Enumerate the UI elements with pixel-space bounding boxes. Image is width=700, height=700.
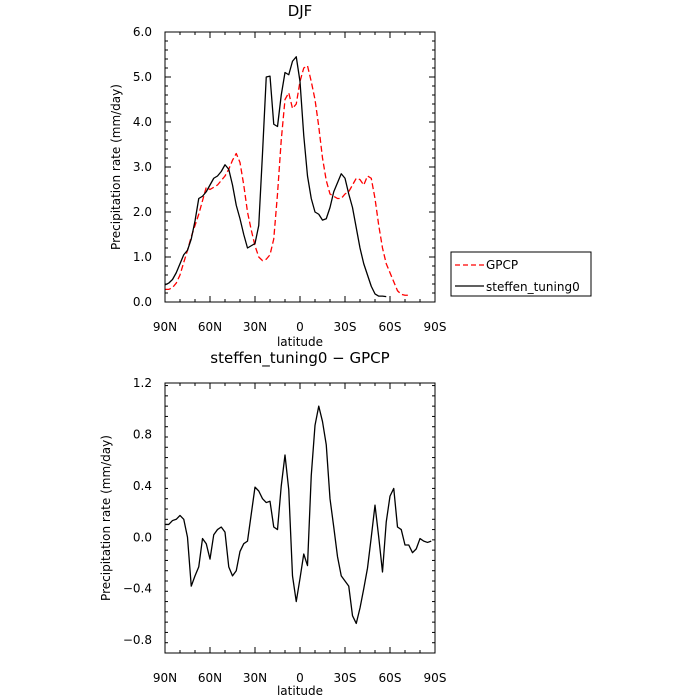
y-axis-label-bottom: Precipitation rate (mm/day) <box>99 435 113 601</box>
plot-frame-top <box>164 31 436 303</box>
series-line-steffen-tuning0 <box>164 56 387 298</box>
x-tick-label: 30S <box>334 320 357 334</box>
y-tick-label: 1.0 <box>133 250 152 264</box>
y-tick-label: 5.0 <box>133 70 152 84</box>
legend-box <box>450 251 592 297</box>
series-line-difference <box>165 405 432 625</box>
x-tick-label: 60S <box>379 671 402 685</box>
y-tick-label: 0.0 <box>133 295 152 309</box>
x-ticks-bottom: 90N 60N 30N 0 30S 60S 90S <box>153 383 447 685</box>
panel-bottom: steffen_tuning0 − GPCP −0.8 −0.4 0.0 0.4 0.8… <box>99 349 446 698</box>
chart-title-top: DJF <box>288 2 313 20</box>
x-tick-label: 0 <box>296 671 304 685</box>
y-ticks-bottom: −0.8 −0.4 0.0 0.4 0.8 1.2 <box>123 376 435 654</box>
y-tick-label: 1.2 <box>133 376 152 390</box>
y-tick-label: 0.8 <box>133 427 152 441</box>
y-tick-label: 3.0 <box>133 160 152 174</box>
x-tick-label: 60N <box>198 671 222 685</box>
y-tick-label: −0.8 <box>123 633 152 647</box>
y-ticks-top: 0.0 1.0 2.0 3.0 4.0 5.0 6.0 <box>133 25 435 309</box>
x-tick-label: 60N <box>198 320 222 334</box>
x-tick-label: 30N <box>243 320 267 334</box>
x-tick-label: 0 <box>296 320 304 334</box>
y-axis-label-top: Precipitation rate (mm/day) <box>109 84 123 250</box>
y-tick-label: 0.4 <box>133 479 152 493</box>
x-tick-label: 60S <box>379 320 402 334</box>
legend: GPCP steffen_tuning0 <box>450 251 592 297</box>
y-tick-label: −0.4 <box>123 582 152 596</box>
y-tick-label: 4.0 <box>133 115 152 129</box>
series-layer-top <box>164 56 409 298</box>
x-tick-label: 90S <box>424 320 447 334</box>
series-layer-bottom <box>165 405 432 625</box>
series-line-gpcp <box>165 65 409 296</box>
x-tick-label: 30N <box>243 671 267 685</box>
x-axis-label-top: latitude <box>277 335 323 349</box>
x-axis-label-bottom: latitude <box>277 684 323 698</box>
chart-title-bottom: steffen_tuning0 − GPCP <box>210 349 389 368</box>
panel-top: DJF 0.0 1.0 2.0 3.0 4.0 5.0 6.0 90N 60N 30N 0 30S 6… <box>109 2 592 349</box>
x-tick-label: 90S <box>424 671 447 685</box>
y-tick-label: 0.0 <box>133 530 152 544</box>
y-tick-label: 6.0 <box>133 25 152 39</box>
legend-label-steffen: steffen_tuning0 <box>486 280 580 294</box>
y-tick-label: 2.0 <box>133 205 152 219</box>
x-tick-label: 90N <box>153 671 177 685</box>
x-tick-label: 30S <box>334 671 357 685</box>
x-tick-label: 90N <box>153 320 177 334</box>
plot-frame-bottom <box>164 382 436 654</box>
legend-label-gpcp: GPCP <box>486 258 518 272</box>
